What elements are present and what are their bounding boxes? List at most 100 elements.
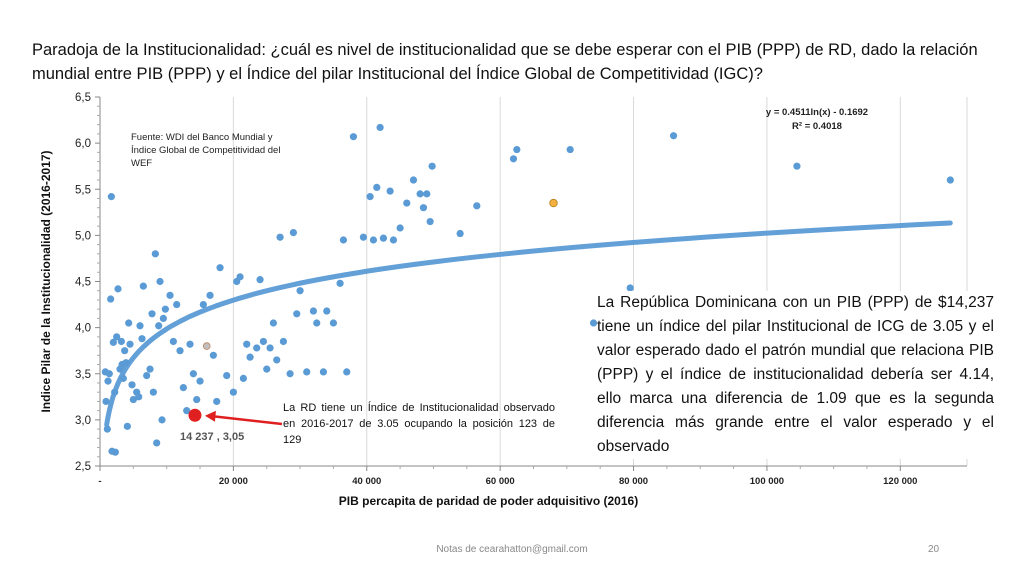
data-point: [155, 322, 163, 330]
data-point: [158, 416, 166, 424]
y-tick-label: 5,0: [75, 230, 91, 242]
data-point: [193, 395, 201, 404]
data-point: [126, 340, 134, 348]
data-point: [107, 295, 115, 303]
data-point: [111, 388, 119, 396]
data-point: [319, 368, 328, 376]
data-point: [509, 155, 518, 163]
data-point: [159, 314, 167, 322]
data-point: [589, 319, 598, 327]
data-point: [153, 439, 161, 447]
y-tick-label: 3,0: [75, 415, 91, 427]
rd-point: [188, 408, 202, 422]
x-tick-label: 40 000: [352, 476, 381, 487]
x-tick-label: 100 000: [750, 476, 784, 487]
data-point: [149, 388, 157, 396]
y-tick-label: 2,5: [75, 461, 91, 473]
data-point: [366, 193, 374, 201]
data-point: [129, 395, 137, 404]
data-point: [169, 337, 177, 346]
footer-note: Notas de cearahatton@gmail.com: [436, 544, 588, 555]
data-point: [403, 199, 411, 207]
data-point: [117, 337, 125, 346]
data-point: [166, 291, 174, 299]
x-tick-label: -: [98, 476, 101, 487]
data-point: [269, 319, 277, 327]
data-point: [626, 284, 634, 292]
data-point: [156, 277, 164, 286]
data-points: [101, 123, 954, 456]
x-axis-title: PIB percapita de paridad de poder adquis…: [339, 494, 638, 508]
y-tick-label: 6,0: [75, 138, 91, 150]
data-point: [103, 425, 111, 433]
data-point: [329, 319, 338, 327]
data-point: [136, 322, 144, 330]
data-point: [216, 264, 224, 272]
data-point: [409, 176, 418, 184]
data-point: [373, 183, 381, 192]
data-point: [121, 347, 129, 355]
data-point: [349, 133, 358, 141]
data-point: [104, 377, 112, 385]
data-point: [276, 233, 284, 241]
data-point: [273, 356, 281, 364]
data-point: [206, 291, 214, 299]
data-point: [139, 282, 147, 290]
x-tick-label: 60 000: [486, 476, 515, 487]
data-point: [293, 310, 301, 318]
data-point: [229, 388, 237, 396]
data-point: [243, 340, 251, 348]
x-tick-label: 20 000: [219, 476, 248, 487]
rd-arrow: [204, 410, 283, 426]
y-tick-label: 4,5: [75, 277, 91, 289]
slide-title: Paradoja de la Institucionalidad: ¿cuál …: [32, 41, 978, 83]
y-axis-title: Indice Pilar de la Institucionalidad (20…: [39, 150, 53, 412]
data-point: [189, 370, 197, 378]
equation-r-squared: R² = 0.4018: [792, 121, 842, 132]
data-point: [102, 397, 110, 406]
data-point: [426, 217, 434, 226]
y-tick-label: 4,0: [75, 323, 91, 335]
data-point: [135, 393, 143, 401]
data-point: [119, 374, 127, 382]
data-point: [223, 371, 231, 380]
y-tick-label: 6,5: [75, 92, 91, 104]
data-point: [566, 145, 574, 154]
arrow-shaft: [212, 415, 283, 426]
data-point: [296, 287, 304, 295]
data-point: [309, 307, 318, 315]
data-point: [289, 229, 298, 237]
data-point: [376, 123, 384, 132]
data-point: [209, 351, 217, 359]
data-point: [199, 300, 207, 309]
data-point: [196, 377, 204, 385]
rd-point-label: 14 237 , 3,05: [180, 431, 245, 443]
trendline-equation: y = 0.4511ln(x) - 0.1692 R² = 0.4018: [742, 106, 892, 134]
data-point: [339, 236, 348, 244]
data-point: [343, 368, 351, 376]
data-point: [369, 236, 378, 244]
highlight-point-gray: [202, 342, 211, 350]
data-point: [303, 368, 311, 376]
data-point: [416, 190, 424, 198]
x-axis-ticks: - 20 000 40 000 60 000 80 000 100 000 120 000: [98, 466, 917, 487]
data-point: [107, 193, 115, 201]
data-point: [109, 338, 117, 346]
x-tick-label: 80 000: [619, 476, 648, 487]
data-point: [125, 319, 133, 327]
arrow-head: [204, 410, 216, 422]
data-point: [146, 365, 154, 373]
data-point: [128, 381, 136, 389]
data-point: [114, 285, 122, 293]
y-tick-label: 3,5: [75, 369, 91, 381]
data-point: [428, 162, 436, 170]
data-point: [176, 347, 184, 355]
data-point: [323, 307, 331, 315]
data-point: [148, 310, 156, 318]
data-point: [111, 448, 119, 456]
data-point: [473, 202, 481, 210]
data-point: [138, 335, 146, 343]
data-point: [263, 365, 271, 373]
highlighted-points: [188, 198, 558, 422]
